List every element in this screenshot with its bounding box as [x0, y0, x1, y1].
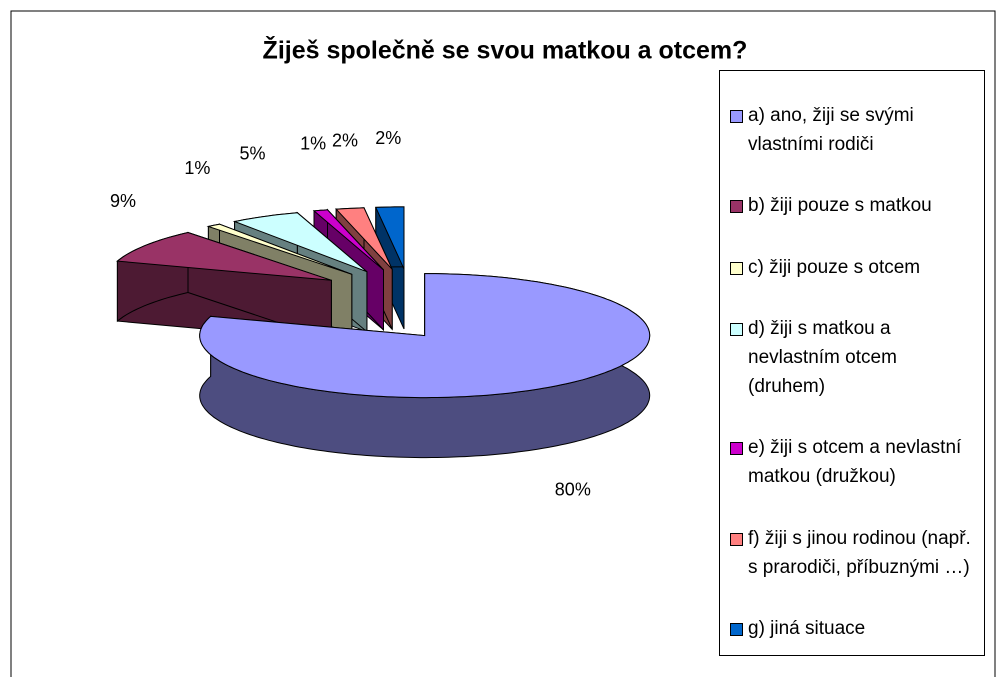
legend-swatch — [730, 200, 743, 214]
legend-label: e) žiji s otcem a nevlastní matkou (druž… — [748, 437, 962, 488]
legend-entry: c) žiji pouze s otcem — [730, 253, 978, 282]
data-label: 1% — [300, 133, 326, 153]
data-label: 5% — [239, 143, 265, 163]
legend-entry: e) žiji s otcem a nevlastní matkou (druž… — [730, 433, 978, 491]
data-label: 2% — [375, 128, 401, 148]
data-label: 2% — [332, 130, 358, 150]
slice-top — [335, 207, 393, 270]
legend-swatch — [730, 261, 743, 275]
data-label: 9% — [110, 191, 136, 211]
slice — [116, 231, 332, 341]
legend-entry: d) žiji s matkou a nevlastním otcem (dru… — [730, 314, 978, 401]
data-label: 80% — [555, 480, 591, 500]
legend-entry: g) jiná situace — [730, 614, 978, 643]
legend-swatch — [730, 110, 743, 123]
chart-frame — [10, 10, 996, 677]
legend-entry: f) žiji s jinou rodinou (např. s prarodi… — [730, 524, 978, 582]
legend-entry: b) žiji pouze s matkou — [730, 191, 978, 220]
slice-top — [232, 212, 368, 273]
legend-swatch — [730, 442, 743, 456]
slice — [199, 273, 651, 459]
legend-label: b) žiji pouze s matkou — [748, 195, 932, 217]
legend-entry: a) ano, žiji se svými vlastními rodiči — [730, 101, 978, 159]
legend-label: f) žiji s jinou rodinou (např. s prarodi… — [748, 527, 971, 578]
chart-title: Žiješ společně se svou matkou a otcem? — [263, 35, 748, 65]
data-label: 1% — [184, 158, 210, 178]
slice-top — [375, 206, 405, 270]
legend-label: a) ano, žiji se svými vlastními rodiči — [748, 105, 914, 155]
legend-swatch — [730, 322, 743, 336]
legend-swatch — [730, 532, 743, 546]
slice-top — [312, 209, 384, 271]
legend-swatch — [730, 622, 743, 636]
legend-label: c) žiji pouze s otcem — [748, 256, 921, 278]
slice-top — [116, 231, 332, 281]
slice-top — [206, 223, 352, 275]
legend-label: d) žiji s matkou a nevlastním otcem (dru… — [748, 317, 897, 397]
legend: a) ano, žiji se svými vlastními rodiči b)… — [719, 70, 985, 656]
slice-top — [199, 273, 651, 399]
legend-label: g) jiná situace — [748, 617, 866, 639]
